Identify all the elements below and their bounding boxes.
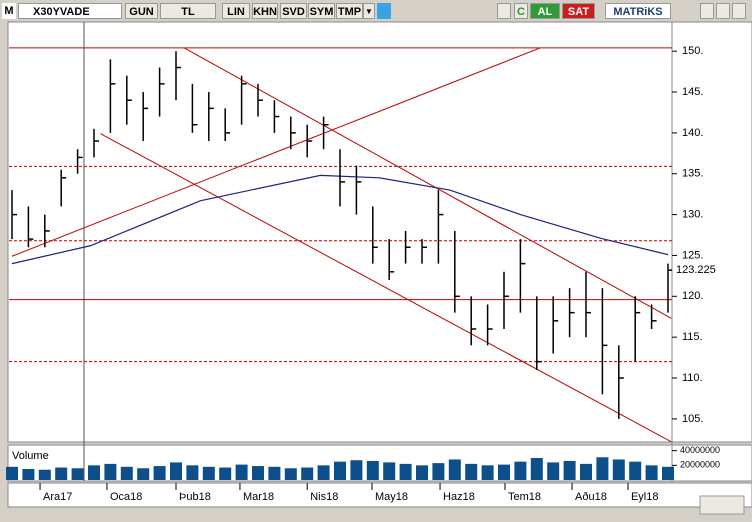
x-tick-label: Haz18 [443,491,475,503]
refresh-button[interactable]: C [514,3,528,19]
x-tick-label: Ara17 [43,491,72,503]
moving-average [11,174,669,265]
volume-bar [186,465,199,480]
x-tick-label: Eyl18 [631,491,659,503]
logo: M [2,3,16,19]
status-icons[interactable] [699,495,745,515]
sell-button[interactable]: SAT [562,3,595,19]
y-tick-label: 115. [682,331,703,343]
x-tick-label: Tem18 [508,491,541,503]
volume-bar [465,463,478,480]
y-tick-label: 130. [682,209,703,221]
y-tick-label: 150. [682,45,703,57]
tool-button[interactable]: SYM [308,3,335,19]
volume-bar [137,468,150,480]
volume-bar [22,469,35,480]
volume-bar [268,466,281,480]
volume-bar [104,463,117,480]
volume-bar [6,466,18,480]
volume-bar [219,467,232,480]
volume-bar [252,466,264,480]
twitter-icon[interactable] [377,3,391,19]
x-tick-label: Aðu18 [575,491,607,503]
volume-label: Volume [12,450,49,462]
volume-bar [350,460,363,480]
volume-bar [498,464,510,480]
volume-bar [448,459,461,480]
trendline [183,47,672,319]
volume-bar [170,462,182,480]
volume-bar [580,463,592,480]
y-tick-label: 140. [682,127,703,139]
volume-bar [530,458,543,480]
price-panel [7,21,752,443]
x-tick-label: Oca18 [110,491,142,503]
last-price-label: 123.225 [676,264,716,276]
x-tick-label: Þub18 [179,491,211,503]
y-tick-label: 125. [682,249,703,261]
volume-bar [334,461,346,480]
volume-bar [38,469,51,480]
volume-bar [645,465,658,480]
y-tick-label: 145. [682,86,703,98]
volume-bar [366,460,379,480]
volume-bar [153,466,166,480]
y-tick-label: 135. [682,168,703,180]
volume-bar [481,465,494,480]
currency-button[interactable]: TL [160,3,216,19]
volume-bar [514,461,527,480]
tool-button[interactable]: KHN [252,3,278,19]
buy-button[interactable]: AL [530,3,560,19]
volume-bar [629,461,642,480]
volume-bar [547,462,560,480]
close-button[interactable] [732,3,746,19]
tool-button[interactable]: SVD [280,3,307,19]
volume-tick-label: 20000000 [680,460,720,470]
volume-bar [120,466,133,480]
icon[interactable] [497,3,511,19]
y-tick-label: 120. [682,290,703,302]
brand: MATRiKS [605,3,671,19]
volume-bar [88,465,100,480]
y-tick-label: 105. [682,413,703,425]
maximize-button[interactable] [716,3,730,19]
volume-bar [662,466,674,480]
trendline [100,133,672,442]
last-price-box [673,262,729,277]
volume-bar [71,468,84,480]
volume-bar [55,467,68,480]
dropdown-arrow[interactable]: ▼ [363,3,375,19]
volume-bar [301,467,314,480]
volume-bar [596,457,609,480]
volume-bar [432,463,445,480]
period-button[interactable]: GUN [125,3,158,19]
volume-bar [317,465,330,480]
x-tick-label: Mar18 [243,491,274,503]
volume-bar [416,465,428,480]
volume-bar [202,466,215,480]
symbol-box[interactable]: X30YVADE [18,3,122,19]
tool-button[interactable]: LIN [222,3,250,19]
x-tick-label: May18 [375,491,408,503]
trendline [11,47,541,257]
x-tick-label: Nis18 [310,491,338,503]
volume-bar [383,462,396,480]
volume-bar [284,468,297,480]
volume-bar [563,460,576,480]
volume-tick-label: 40000000 [680,445,720,455]
tool-button[interactable]: TMP [336,3,363,19]
y-tick-label: 110. [682,372,703,384]
volume-bar [612,459,625,480]
volume-bar [235,464,248,480]
volume-bar [399,463,412,480]
minimize-button[interactable] [700,3,714,19]
